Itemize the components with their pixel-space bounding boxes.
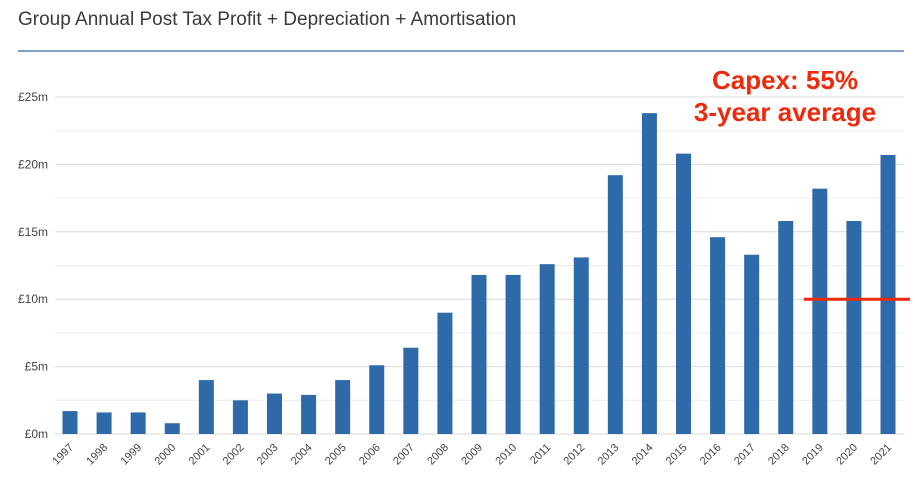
bar — [437, 312, 453, 434]
x-tick-label: 2007 — [391, 442, 417, 468]
capex-annotation: Capex: 55% 3-year average — [660, 64, 910, 128]
bar — [403, 347, 419, 434]
bar — [710, 237, 726, 434]
bar — [130, 412, 146, 434]
bar — [369, 365, 385, 434]
annotation-line-2: 3-year average — [693, 97, 877, 127]
bar — [335, 380, 351, 434]
bar — [96, 412, 112, 434]
title-divider — [18, 50, 904, 52]
x-tick-label: 2004 — [289, 442, 315, 468]
bar — [62, 411, 78, 434]
bar — [539, 264, 555, 434]
y-tick-label: £15m — [18, 225, 48, 239]
bar — [232, 400, 248, 434]
bar — [267, 393, 282, 434]
y-tick-label: £20m — [18, 157, 48, 171]
x-tick-label: 1999 — [118, 442, 144, 468]
x-tick-label: 2016 — [698, 442, 724, 468]
bar — [471, 274, 487, 434]
x-tick-label: 2000 — [153, 442, 179, 468]
x-tick-label: 2014 — [630, 442, 656, 468]
bars — [62, 113, 896, 435]
y-axis-ticks: £0m £5m £10m £15m £20m £25m — [18, 90, 48, 441]
y-tick-label: £10m — [18, 292, 48, 306]
x-tick-label: 2020 — [834, 442, 860, 468]
bar — [641, 113, 657, 435]
x-tick-label: 2009 — [459, 442, 485, 468]
x-tick-label: 2002 — [221, 442, 247, 468]
x-tick-label: 2003 — [255, 442, 281, 468]
y-tick-label: £5m — [25, 360, 48, 374]
x-tick-label: 2019 — [800, 442, 826, 468]
bar — [846, 221, 862, 434]
bar — [744, 254, 760, 434]
x-tick-label: 2015 — [664, 442, 690, 468]
x-tick-label: 1997 — [50, 442, 76, 468]
x-axis-ticks: 1997 1998 1999 2000 2001 2002 2003 2004 2005 2006… — [50, 442, 894, 468]
bar — [676, 153, 691, 434]
bar — [880, 154, 896, 435]
chart-title: Group Annual Post Tax Profit + Depreciat… — [18, 9, 517, 30]
x-tick-label: 2012 — [562, 442, 588, 468]
bar — [505, 274, 521, 434]
x-tick-label: 2011 — [528, 442, 553, 467]
bar — [778, 221, 794, 434]
x-tick-label: 2001 — [187, 442, 213, 468]
x-tick-label: 2006 — [357, 442, 383, 468]
x-tick-label: 2010 — [493, 442, 519, 468]
y-tick-label: £0m — [25, 427, 48, 441]
annotation-line-1: Capex: 55% — [712, 65, 858, 95]
bar — [607, 175, 623, 434]
x-tick-label: 2017 — [732, 442, 758, 468]
bar — [812, 188, 828, 434]
x-tick-label: 2013 — [596, 442, 622, 468]
x-tick-label: 2008 — [425, 442, 451, 468]
bar — [164, 423, 180, 434]
bar — [198, 380, 214, 434]
x-tick-label: 2018 — [766, 442, 792, 468]
x-tick-label: 2005 — [323, 442, 349, 468]
y-tick-label: £25m — [18, 90, 48, 104]
x-tick-label: 2021 — [868, 442, 894, 468]
x-tick-label: 1998 — [84, 442, 110, 468]
bar — [301, 394, 317, 434]
bar — [573, 257, 589, 434]
